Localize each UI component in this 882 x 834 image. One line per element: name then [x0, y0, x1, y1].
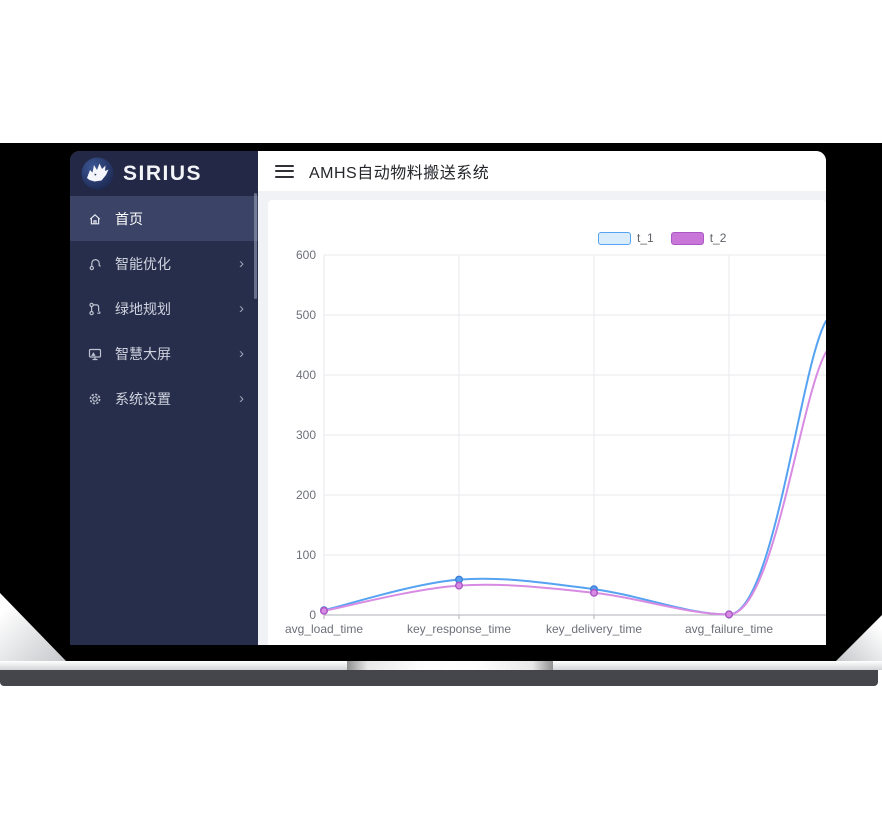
wolf-logo-icon — [81, 157, 114, 190]
series-line-t_1 — [323, 320, 826, 616]
x-category-label: avg_failure_time — [684, 622, 774, 636]
brand-header: SIRIUS — [70, 151, 258, 196]
optimize-icon — [89, 258, 101, 270]
legend-swatch-t1[interactable] — [598, 231, 631, 245]
y-tick-label: 100 — [295, 548, 316, 562]
chart-legend: t_1 t_2 — [598, 231, 743, 245]
plot-svg — [320, 254, 826, 619]
top-header: AMHS自动物料搬送系统 — [258, 151, 826, 191]
y-tick-label: 0 — [309, 608, 316, 622]
screen-icon — [88, 348, 102, 360]
y-tick-label: 600 — [295, 248, 316, 262]
laptop-base-bar — [0, 670, 878, 686]
sidebar-item-label: 绿地规划 — [115, 300, 171, 317]
sidebar-item-label: 系统设置 — [115, 390, 171, 407]
sidebar-item-settings[interactable]: 系统设置 › — [70, 376, 258, 421]
chevron-right-icon: › — [239, 390, 244, 407]
legend-swatch-t2[interactable] — [670, 231, 704, 245]
settings-icon — [89, 393, 101, 404]
y-tick-label: 500 — [295, 308, 316, 322]
data-point-t_2 — [454, 581, 463, 590]
sidebar-item-planning[interactable]: 绿地规划 › — [70, 286, 258, 331]
sidebar-item-label: 首页 — [115, 210, 143, 227]
chevron-right-icon: › — [239, 300, 244, 317]
legend-label-t2[interactable]: t_2 — [709, 231, 727, 245]
sidebar-menu: 首页 智能优化 › 绿地规划 › — [70, 196, 258, 421]
hamburger-menu-icon[interactable] — [275, 164, 294, 178]
chevron-right-icon: › — [239, 345, 244, 362]
sidebar-item-label: 智慧大屏 — [115, 345, 171, 362]
sidebar-item-bigscreen[interactable]: 智慧大屏 › — [70, 331, 258, 376]
x-category-label: key_delivery_time — [545, 622, 643, 636]
data-point-t_2 — [320, 606, 329, 615]
data-point-t_2 — [725, 610, 734, 619]
x-category-label: avg_load_time — [284, 622, 364, 636]
y-tick-label: 200 — [295, 488, 316, 502]
main-area: AMHS自动物料搬送系统 t_1 t_2 0 100 200 300 400 500 600… — [258, 151, 826, 645]
sidebar-item-home[interactable]: 首页 — [70, 196, 258, 241]
sidebar-item-optimize[interactable]: 智能优化 › — [70, 241, 258, 286]
sidebar: SIRIUS 首页 智能优化 › — [70, 151, 258, 645]
laptop-hinge-notch — [347, 661, 553, 670]
data-point-t_2 — [590, 588, 599, 597]
page-title: AMHS自动物料搬送系统 — [309, 165, 490, 182]
planning-icon — [89, 302, 101, 315]
x-category-label: key_response_time — [406, 622, 512, 636]
sidebar-scrollbar-thumb[interactable] — [254, 193, 257, 299]
brand-name: SIRIUS — [123, 161, 203, 185]
app-window: SIRIUS 首页 智能优化 › — [70, 151, 826, 645]
chevron-right-icon: › — [239, 255, 244, 272]
y-tick-label: 400 — [295, 368, 316, 382]
home-icon — [89, 213, 101, 224]
legend-label-t1[interactable]: t_1 — [637, 231, 654, 245]
sidebar-item-label: 智能优化 — [115, 255, 171, 272]
chart-card: t_1 t_2 0 100 200 300 400 500 600 avg_load_time… — [268, 200, 826, 645]
series-line-t_2 — [323, 351, 826, 616]
y-tick-label: 300 — [295, 428, 316, 442]
